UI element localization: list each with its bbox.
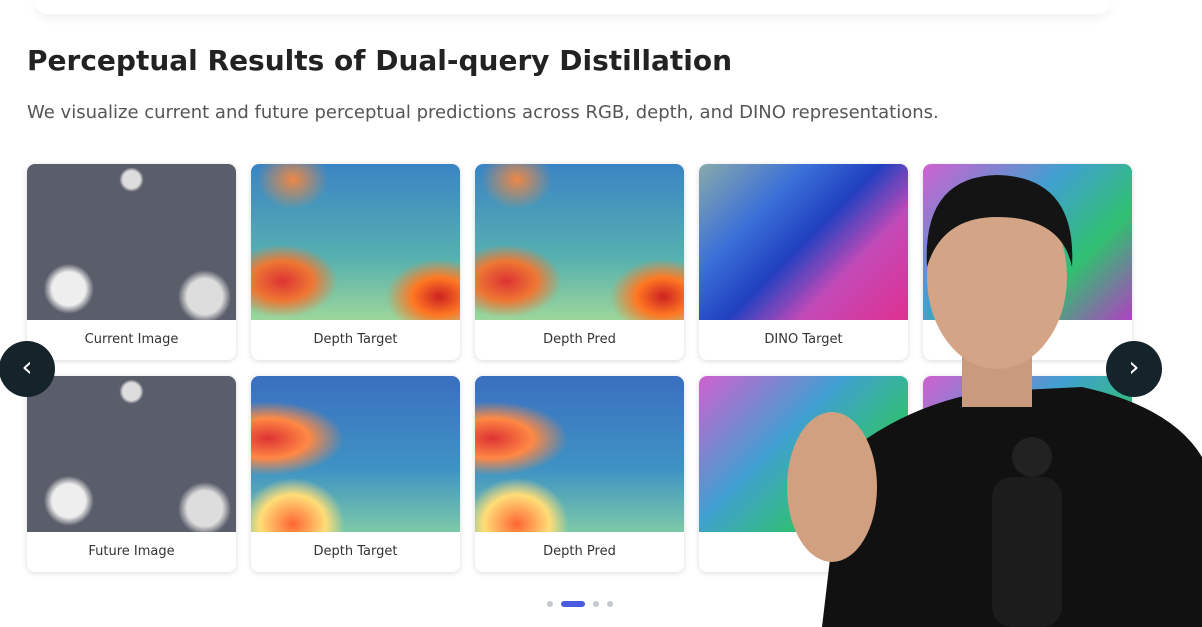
result-image [27,376,236,532]
card-caption: Future Image [88,544,175,559]
result-image [475,164,684,320]
section-subtitle: We visualize current and future perceptu… [27,102,939,123]
presenter-overlay [787,175,1202,627]
card-caption: Depth Pred [543,332,616,347]
result-card[interactable]: Depth Target [251,376,460,572]
card-caption: Depth Target [313,544,398,559]
card-caption: Depth Target [313,332,398,347]
result-card[interactable]: Depth Pred [475,164,684,360]
result-card[interactable]: DINO Target [699,164,908,360]
result-card[interactable]: Depth Target [251,164,460,360]
result-card[interactable]: Depth Pred [475,376,684,572]
section-title: Perceptual Results of Dual-query Distill… [27,44,733,77]
card-caption: Current Image [84,332,179,347]
top-panel [35,0,1110,14]
result-image [251,164,460,320]
result-image [699,164,908,320]
result-image [27,164,236,320]
result-image [251,376,460,532]
result-card[interactable]: Current Image [27,164,236,360]
result-image [475,376,684,532]
next-button[interactable]: › [1106,341,1162,397]
card-caption: DINO Target [764,332,843,347]
card-caption: Depth Pred [543,544,616,559]
result-card[interactable]: Future Image [27,376,236,572]
prev-button[interactable]: ‹ [0,341,55,397]
pagination[interactable] [547,592,621,611]
